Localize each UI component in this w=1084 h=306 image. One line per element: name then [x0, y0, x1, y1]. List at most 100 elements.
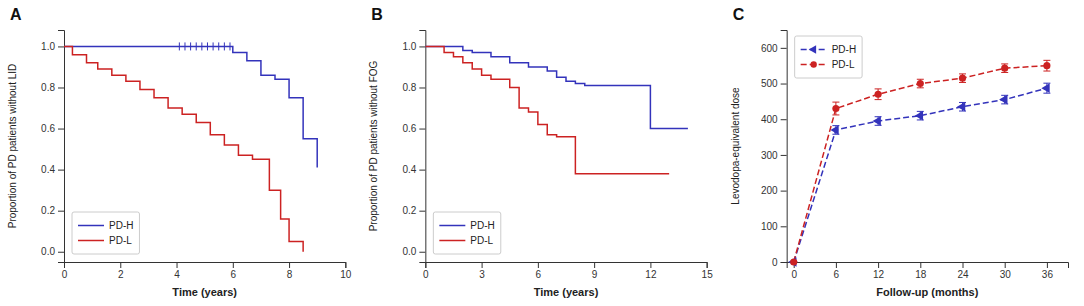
x-tick: 6	[834, 262, 840, 280]
y-axis-title: Levodopa-equivalent dose	[730, 87, 741, 205]
legend-item: PD-H	[801, 44, 856, 55]
y-tick: 0	[772, 257, 787, 268]
panel: 036912150.00.20.40.60.81.0Time (years)Pr…	[368, 6, 713, 298]
y-tick-label: 0.4	[402, 164, 416, 175]
y-tick-mark	[419, 129, 425, 130]
y-tick: 0.4	[402, 164, 425, 175]
x-tick-label: 4	[174, 269, 180, 280]
y-tick-mark	[781, 84, 787, 85]
censor-mark	[224, 42, 225, 50]
legend-label: PD-L	[832, 59, 855, 70]
y-tick-label: 0	[772, 257, 778, 268]
y-tick: 1.0	[41, 41, 64, 52]
legend-swatch	[439, 240, 465, 242]
y-tick-mark	[58, 252, 64, 253]
legend-label: PD-L	[470, 235, 493, 246]
legend-frame	[795, 36, 862, 78]
point-marks	[788, 62, 1050, 267]
y-tick: 0.4	[41, 164, 64, 175]
y-axis: 0100200300400500600	[761, 31, 787, 268]
y-tick: 0.8	[402, 82, 425, 93]
legend-label: PD-L	[109, 235, 132, 246]
point	[917, 80, 924, 87]
y-tick: 600	[761, 43, 787, 54]
censor-mark	[229, 42, 230, 50]
y-tick-label: 0.6	[402, 123, 416, 134]
legend-marker	[809, 45, 816, 54]
y-tick-mark	[781, 155, 787, 156]
y-tick-mark	[419, 211, 425, 212]
x-tick-mark	[1005, 262, 1006, 268]
point	[959, 75, 966, 82]
plot-area: 02468100.00.20.40.60.81.0Time (years)Pro…	[7, 31, 352, 299]
y-tick-label: 0.0	[41, 246, 55, 257]
x-tick-mark	[650, 262, 651, 268]
x-tick: 12	[873, 262, 885, 280]
censor-mark	[184, 42, 185, 50]
point	[788, 257, 796, 267]
y-tick-mark	[58, 87, 64, 88]
plot-area: 0612182430360100200300400500600Follow-up…	[730, 31, 1069, 299]
y-axis-line	[781, 31, 788, 263]
x-tick-mark	[289, 262, 290, 268]
y-axis: 0.0 0.2 0.4 0.6 0.8 1.0	[402, 31, 425, 263]
x-tick-label: 30	[1000, 269, 1012, 280]
series-line	[64, 46, 317, 167]
x-tick-label: 10	[340, 269, 352, 280]
x-axis-line	[65, 263, 346, 269]
x-tick-mark	[482, 262, 483, 268]
legend-swatch	[78, 225, 104, 227]
x-tick-label: 36	[1042, 269, 1054, 280]
censor-mark	[207, 42, 208, 50]
x-tick-label: 0	[62, 269, 68, 280]
series-line	[425, 46, 688, 128]
y-tick-mark	[781, 119, 787, 120]
y-tick: 200	[761, 185, 787, 196]
y-tick-label: 400	[761, 114, 778, 125]
y-tick-label: 0.6	[41, 123, 55, 134]
point	[957, 102, 965, 112]
y-tick-mark	[781, 226, 787, 227]
legend-item: PD-H	[78, 220, 133, 231]
x-tick: 12	[645, 262, 657, 280]
legend: PD-H PD-L	[72, 212, 139, 254]
x-tick-label: 2	[118, 269, 124, 280]
point	[790, 258, 797, 265]
y-tick: 0.2	[402, 205, 425, 216]
x-tick-label: 8	[287, 269, 293, 280]
error-bar	[917, 79, 924, 88]
point	[1043, 62, 1050, 69]
x-tick: 6	[536, 262, 542, 280]
x-tick: 6	[231, 262, 237, 280]
x-tick: 30	[1000, 262, 1012, 280]
x-tick: 36	[1042, 262, 1054, 280]
panel-label: B	[371, 6, 383, 23]
y-tick-label: 200	[761, 185, 778, 196]
y-tick: 1.0	[402, 41, 425, 52]
legend-frame	[433, 212, 500, 254]
y-tick: 0.0	[402, 246, 425, 257]
x-axis-title: Time (years)	[172, 286, 237, 298]
x-tick-mark	[345, 262, 346, 268]
x-tick-label: 3	[479, 269, 485, 280]
panel: 02468100.00.20.40.60.81.0Time (years)Pro…	[7, 6, 352, 298]
legend-marker	[810, 61, 816, 67]
y-tick-label: 1.0	[402, 41, 416, 52]
censor-mark	[218, 42, 219, 50]
x-tick-label: 6	[536, 269, 542, 280]
censor-mark	[201, 42, 202, 50]
panel-label: A	[10, 6, 22, 23]
y-axis-title: Proportion of PD patients without LID	[7, 64, 18, 229]
x-tick: 18	[915, 262, 927, 280]
x-tick-label: 12	[645, 269, 657, 280]
y-tick: 100	[761, 221, 787, 232]
legend-item: PD-L	[439, 235, 493, 246]
y-tick-mark	[419, 46, 425, 47]
y-axis-line	[58, 31, 65, 263]
y-tick-mark	[58, 129, 64, 130]
point	[1041, 83, 1049, 93]
legend-label: PD-H	[470, 220, 494, 231]
y-axis-title: Proportion of PD patients without FOG	[368, 60, 379, 231]
x-tick-label: 12	[873, 269, 885, 280]
x-tick: 0	[62, 262, 68, 280]
